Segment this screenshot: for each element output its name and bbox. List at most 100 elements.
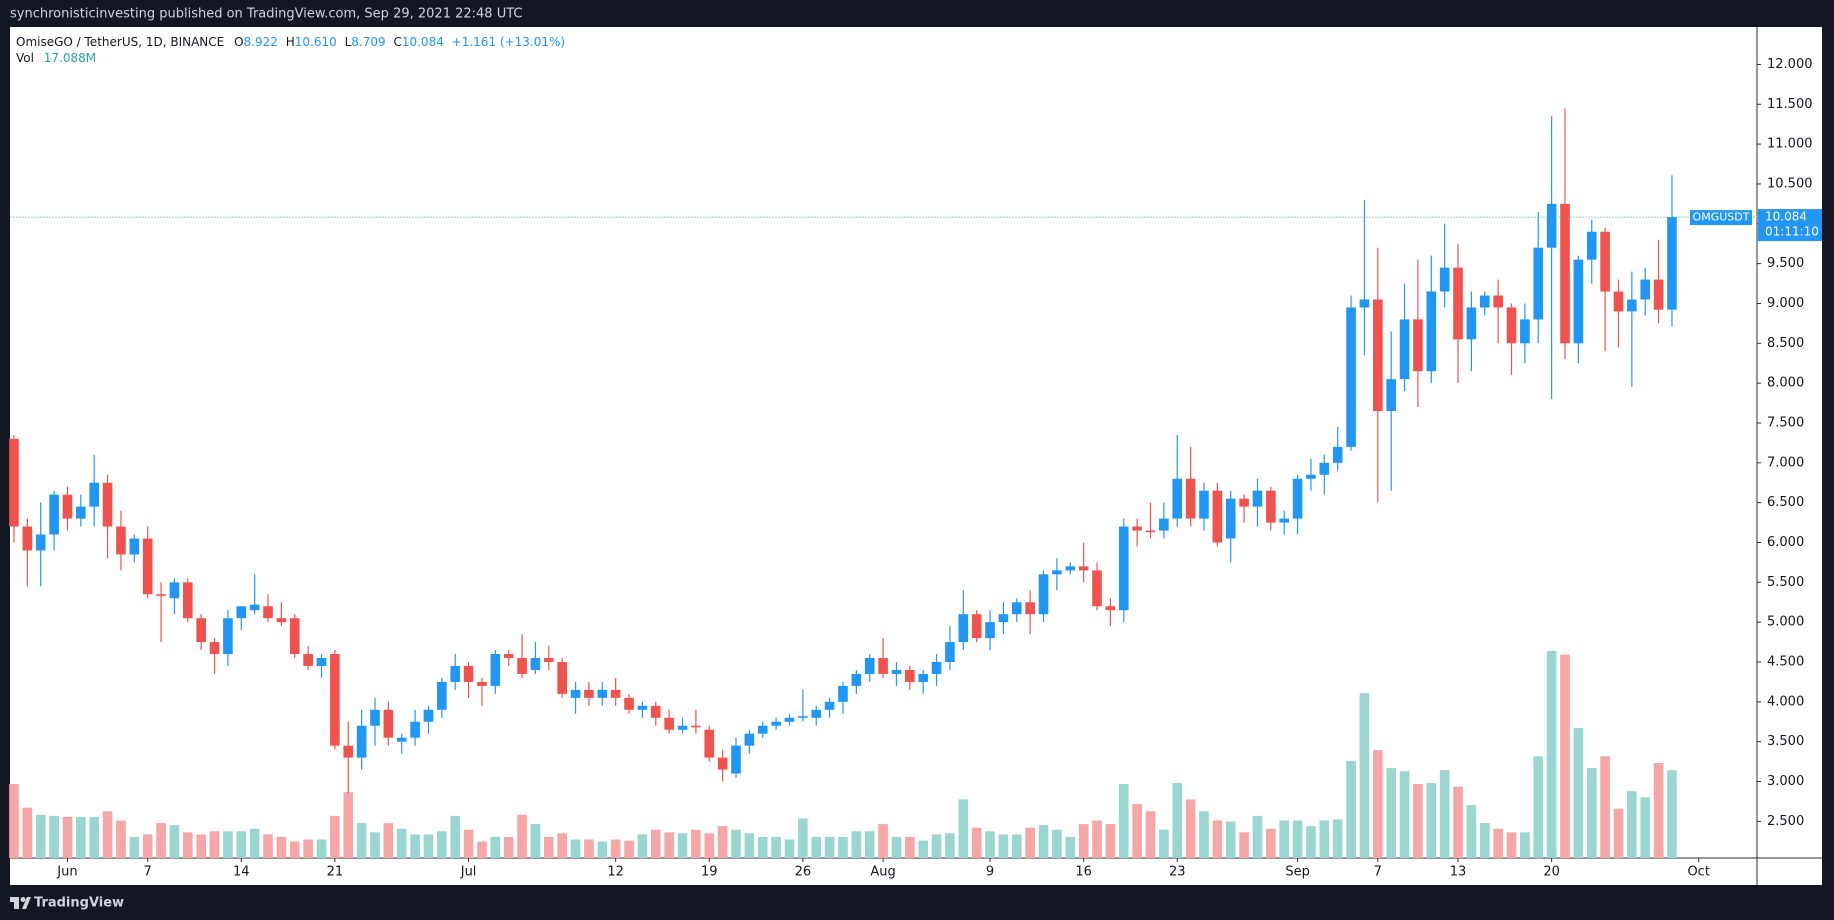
x-tick-label: 20	[1543, 865, 1560, 880]
volume-bar	[1239, 832, 1249, 858]
volume-bar	[798, 818, 808, 858]
candle-body	[1172, 478, 1183, 519]
candle-body	[156, 594, 166, 596]
candle-body	[1533, 247, 1544, 320]
plot: 2.500 3.000 3.500 4.000 4.500 5.000 5.500 6.000…	[9, 57, 1822, 880]
volume-bar	[1640, 797, 1651, 858]
candle-body	[450, 665, 461, 682]
candle-body	[1159, 518, 1169, 531]
volume-bar	[276, 836, 287, 858]
candle-body	[1439, 267, 1450, 292]
volume-bar	[1627, 791, 1637, 858]
candle-body	[945, 642, 955, 663]
volume-bar	[1078, 824, 1089, 858]
candle-body	[35, 534, 46, 551]
y-tick-label: 6.500	[1767, 495, 1804, 510]
volume-bar	[557, 833, 567, 858]
y-tick-label: 3.000	[1767, 774, 1804, 789]
volume-bar	[1413, 784, 1423, 858]
candle-body	[1038, 574, 1049, 615]
volume-bar	[1372, 750, 1383, 858]
candle-body	[22, 526, 33, 551]
candle-body	[1573, 259, 1584, 344]
candle-body	[597, 689, 608, 698]
volume-bar	[918, 840, 929, 858]
legend-h-value: 10.610	[295, 35, 337, 49]
y-tick-label: 7.500	[1767, 415, 1804, 430]
volume-bar	[503, 836, 514, 858]
volume-bar	[1065, 836, 1076, 858]
candle-body	[1212, 490, 1223, 543]
volume-bar	[851, 831, 862, 858]
candle-body	[437, 681, 447, 710]
volume-bar	[76, 816, 86, 858]
candle-body	[423, 709, 434, 722]
volume-bar	[1546, 651, 1557, 858]
logo-shape	[14, 897, 19, 909]
volume-bar	[1573, 728, 1584, 858]
candle-body	[610, 689, 621, 698]
y-tick-label: 3.500	[1767, 734, 1804, 749]
volume-bar	[1185, 799, 1196, 858]
candle-body	[503, 654, 514, 659]
volume-bar	[731, 829, 741, 858]
volume-bar	[717, 826, 728, 858]
candle-body	[985, 622, 995, 639]
candle-body	[1145, 530, 1156, 533]
x-tick-label: Jun	[56, 865, 77, 880]
volume-bar	[1159, 829, 1169, 858]
candle-body	[811, 709, 822, 718]
volume-bar	[263, 834, 273, 858]
candle-body	[383, 709, 394, 738]
volume-bar	[1038, 825, 1049, 858]
volume-bar	[624, 840, 634, 858]
volume-bar	[985, 831, 995, 858]
candle-body	[1493, 295, 1503, 308]
volume-bar	[1520, 832, 1530, 858]
candle-body	[1025, 602, 1035, 615]
candle-body	[677, 725, 688, 730]
candle-body	[9, 438, 19, 527]
volume-bar	[811, 836, 822, 858]
volume-bar	[236, 831, 247, 858]
volume-bar	[330, 815, 340, 858]
candle-body	[1586, 231, 1597, 260]
volume-bar	[998, 834, 1009, 858]
candle-body	[1506, 307, 1517, 344]
candle-body	[1546, 203, 1557, 248]
candle-body	[691, 725, 701, 728]
candle-body	[838, 685, 848, 702]
candle-body	[1653, 279, 1664, 310]
candle-body	[1225, 498, 1236, 539]
header: synchronisticinvesting published on Trad…	[10, 7, 522, 22]
candle-body	[664, 717, 674, 730]
volume-bar	[22, 807, 33, 858]
x-tick-label: 7	[144, 865, 152, 880]
candle-body	[396, 737, 407, 742]
volume-bar	[1386, 768, 1396, 858]
candle-body	[330, 654, 340, 746]
candle-body	[1386, 379, 1396, 412]
y-tick-label: 10.500	[1767, 176, 1813, 191]
volume-bar	[1225, 821, 1236, 858]
candle-body	[169, 582, 180, 599]
volume-bar	[169, 825, 180, 858]
volume-bar	[637, 834, 648, 858]
candle-body	[557, 662, 567, 694]
x-tick-label: 23	[1169, 865, 1186, 880]
candle-body	[89, 482, 100, 507]
candle-body	[316, 658, 327, 666]
volume-bar	[49, 815, 59, 858]
x-tick-label: Aug	[870, 865, 895, 880]
candle-body	[1118, 526, 1129, 611]
candle-body	[1185, 478, 1196, 519]
candle-body	[236, 606, 247, 619]
volume-bar	[1506, 832, 1517, 858]
candle-body	[891, 669, 902, 674]
volume-bar	[1212, 820, 1223, 858]
volume-bar	[771, 836, 781, 858]
legend-o: O	[234, 35, 243, 49]
volume-bar	[1132, 804, 1142, 858]
volume-value: 17.088M	[44, 51, 96, 65]
